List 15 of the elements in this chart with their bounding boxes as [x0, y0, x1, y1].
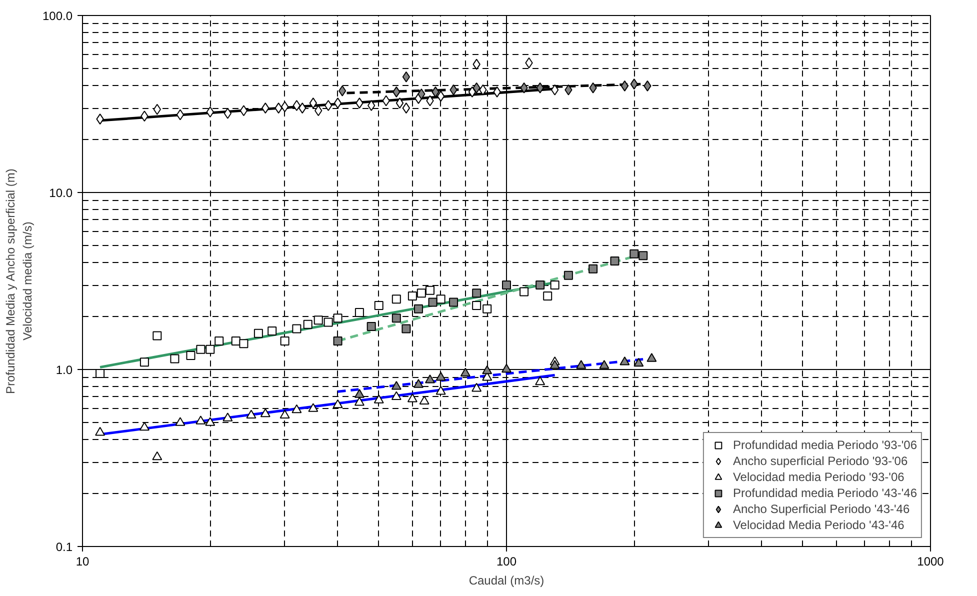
y-tick-label: 100.0 — [42, 9, 73, 23]
x-tick-label: 100 — [496, 554, 517, 568]
y-tick-label: 1.0 — [56, 363, 73, 377]
y-axis-title: Profundidad Media y Ancho superficial (m) Velocidad media (m/s) — [4, 168, 34, 394]
legend-label: Ancho Superficial Periodo '43-'46 — [732, 501, 910, 517]
legend-label: Profundidad media Periodo '93-'06 — [732, 437, 917, 453]
legend-label: Profundidad media Periodo '43-'46 — [732, 485, 917, 501]
x-axis-title: Caudal (m3/s) — [468, 574, 544, 588]
legend-label: Ancho superficial Periodo '93-'06 — [732, 453, 908, 469]
x-tick-label: 10 — [76, 554, 90, 568]
legend-label: Velocidad media Periodo '93-'06 — [732, 469, 904, 485]
y-tick-label: 0.1 — [56, 540, 73, 554]
x-tick-label: 1000 — [917, 554, 944, 568]
legend-label: Velocidad Media Periodo '43-'46 — [732, 517, 904, 533]
y-tick-label: 10.0 — [49, 186, 73, 200]
